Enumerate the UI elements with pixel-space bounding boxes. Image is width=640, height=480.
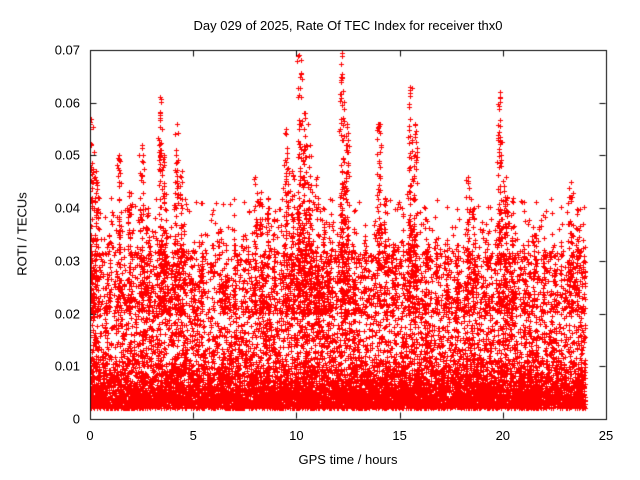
x-tick-label: 25 (598, 428, 614, 443)
y-tick-label: 0.06 (54, 95, 80, 111)
x-axis-label: GPS time / hours (298, 452, 398, 467)
x-tick-label: 0 (86, 428, 94, 443)
y-tick-label: 0 (72, 411, 80, 427)
y-tick-label: 0.07 (54, 42, 80, 58)
y-tick-label: 0.02 (54, 306, 80, 322)
x-tick-label: 10 (289, 428, 304, 443)
x-tick-label: 5 (189, 428, 197, 443)
y-tick-label: 0.03 (54, 253, 80, 269)
y-tick-label: 0.05 (54, 147, 80, 163)
x-tick-label: 20 (495, 428, 511, 443)
y-tick-label: 0.04 (54, 200, 80, 216)
y-tick-label: 0.01 (54, 358, 80, 374)
chart-title: Day 029 of 2025, Rate Of TEC Index for r… (193, 18, 503, 33)
x-tick-label: 15 (392, 428, 407, 443)
